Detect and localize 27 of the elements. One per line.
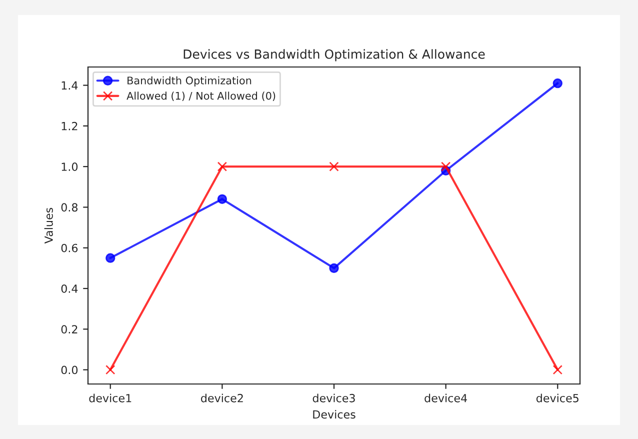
y-tick-label: 0.4 — [61, 284, 78, 293]
x-axis-title: Devices — [313, 410, 356, 419]
y-tick-label: 1.2 — [62, 122, 78, 130]
x-tick-label: device1 — [89, 394, 132, 402]
y-tick-label: 0.2 — [61, 325, 78, 334]
x-tick-label: device2 — [201, 394, 243, 402]
point — [106, 253, 116, 263]
point — [552, 78, 562, 88]
y-tick-label: 1.4 — [62, 81, 78, 90]
point — [552, 364, 562, 375]
x-tick-label: device3 — [312, 394, 355, 402]
y-tick-label: 0.6 — [61, 244, 78, 252]
x-tick-label: device5 — [536, 394, 578, 402]
chart-title: Devices vs Bandwidth Optimization & Allowance — [184, 49, 485, 62]
y-tick-label: 0.8 — [61, 203, 78, 212]
point — [329, 162, 339, 172]
y-tick-label: 0.0 — [61, 366, 78, 374]
point — [106, 364, 116, 375]
legend-label: Bandwidth Optimization — [128, 76, 252, 86]
point — [440, 162, 451, 172]
legend-label: Allowed (1) / Not Allowed (0) — [126, 92, 276, 101]
point — [329, 263, 339, 274]
x-tick-label: device4 — [424, 394, 467, 402]
y-tick-label: 1.0 — [62, 162, 78, 171]
point — [217, 162, 228, 172]
y-axis-title: Values — [44, 208, 53, 244]
point — [217, 194, 228, 204]
